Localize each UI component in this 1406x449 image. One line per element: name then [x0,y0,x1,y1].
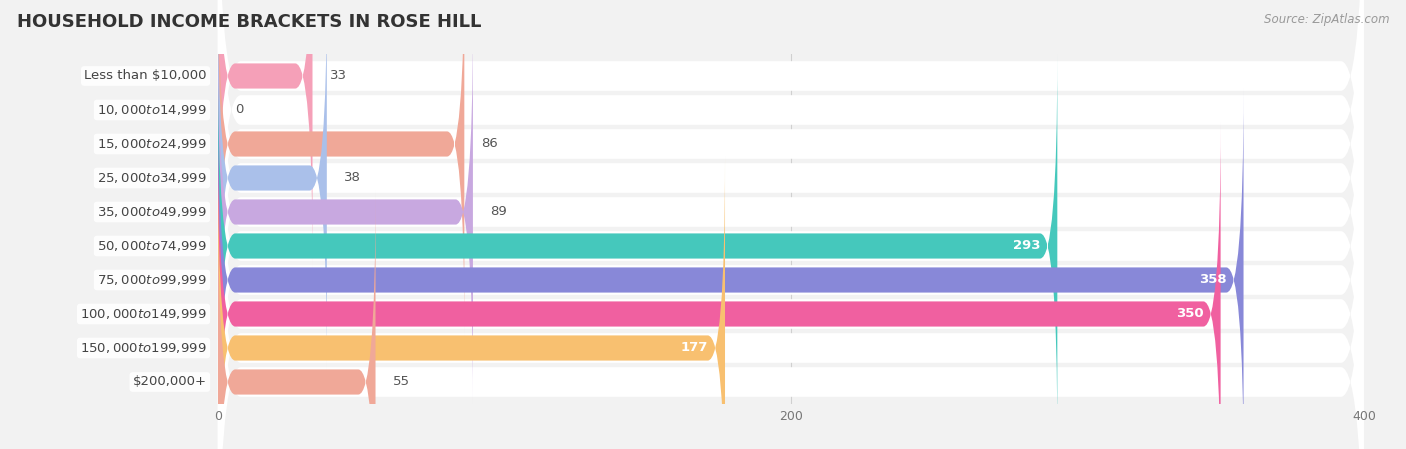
FancyBboxPatch shape [218,0,1364,401]
Text: HOUSEHOLD INCOME BRACKETS IN ROSE HILL: HOUSEHOLD INCOME BRACKETS IN ROSE HILL [17,13,481,31]
Text: $50,000 to $74,999: $50,000 to $74,999 [97,239,207,253]
FancyBboxPatch shape [218,0,1364,449]
Text: $150,000 to $199,999: $150,000 to $199,999 [80,341,207,355]
Text: $25,000 to $34,999: $25,000 to $34,999 [97,171,207,185]
Text: $15,000 to $24,999: $15,000 to $24,999 [97,137,207,151]
Text: $200,000+: $200,000+ [132,375,207,388]
FancyBboxPatch shape [218,0,1364,367]
Text: 38: 38 [344,172,361,185]
Text: 293: 293 [1012,239,1040,252]
FancyBboxPatch shape [218,55,1057,437]
Text: 86: 86 [481,137,498,150]
Text: Less than $10,000: Less than $10,000 [84,70,207,83]
FancyBboxPatch shape [218,57,1364,449]
FancyBboxPatch shape [218,0,312,268]
Text: $35,000 to $49,999: $35,000 to $49,999 [97,205,207,219]
FancyBboxPatch shape [218,190,375,449]
Text: 177: 177 [681,342,707,355]
Text: Source: ZipAtlas.com: Source: ZipAtlas.com [1264,13,1389,26]
Text: $10,000 to $14,999: $10,000 to $14,999 [97,103,207,117]
FancyBboxPatch shape [218,88,1243,449]
Text: $75,000 to $99,999: $75,000 to $99,999 [97,273,207,287]
Text: 33: 33 [329,70,347,83]
FancyBboxPatch shape [218,91,1364,449]
Text: 350: 350 [1175,308,1204,321]
FancyBboxPatch shape [218,0,1364,435]
Text: 358: 358 [1199,273,1226,286]
Text: 0: 0 [235,103,243,116]
FancyBboxPatch shape [218,0,326,370]
FancyBboxPatch shape [218,0,464,335]
FancyBboxPatch shape [218,125,1364,449]
FancyBboxPatch shape [218,23,1364,449]
Text: 55: 55 [392,375,409,388]
FancyBboxPatch shape [218,21,472,403]
FancyBboxPatch shape [218,123,1220,449]
FancyBboxPatch shape [218,0,1364,333]
Text: 89: 89 [491,206,506,219]
FancyBboxPatch shape [218,0,1364,449]
FancyBboxPatch shape [218,157,725,449]
Text: $100,000 to $149,999: $100,000 to $149,999 [80,307,207,321]
